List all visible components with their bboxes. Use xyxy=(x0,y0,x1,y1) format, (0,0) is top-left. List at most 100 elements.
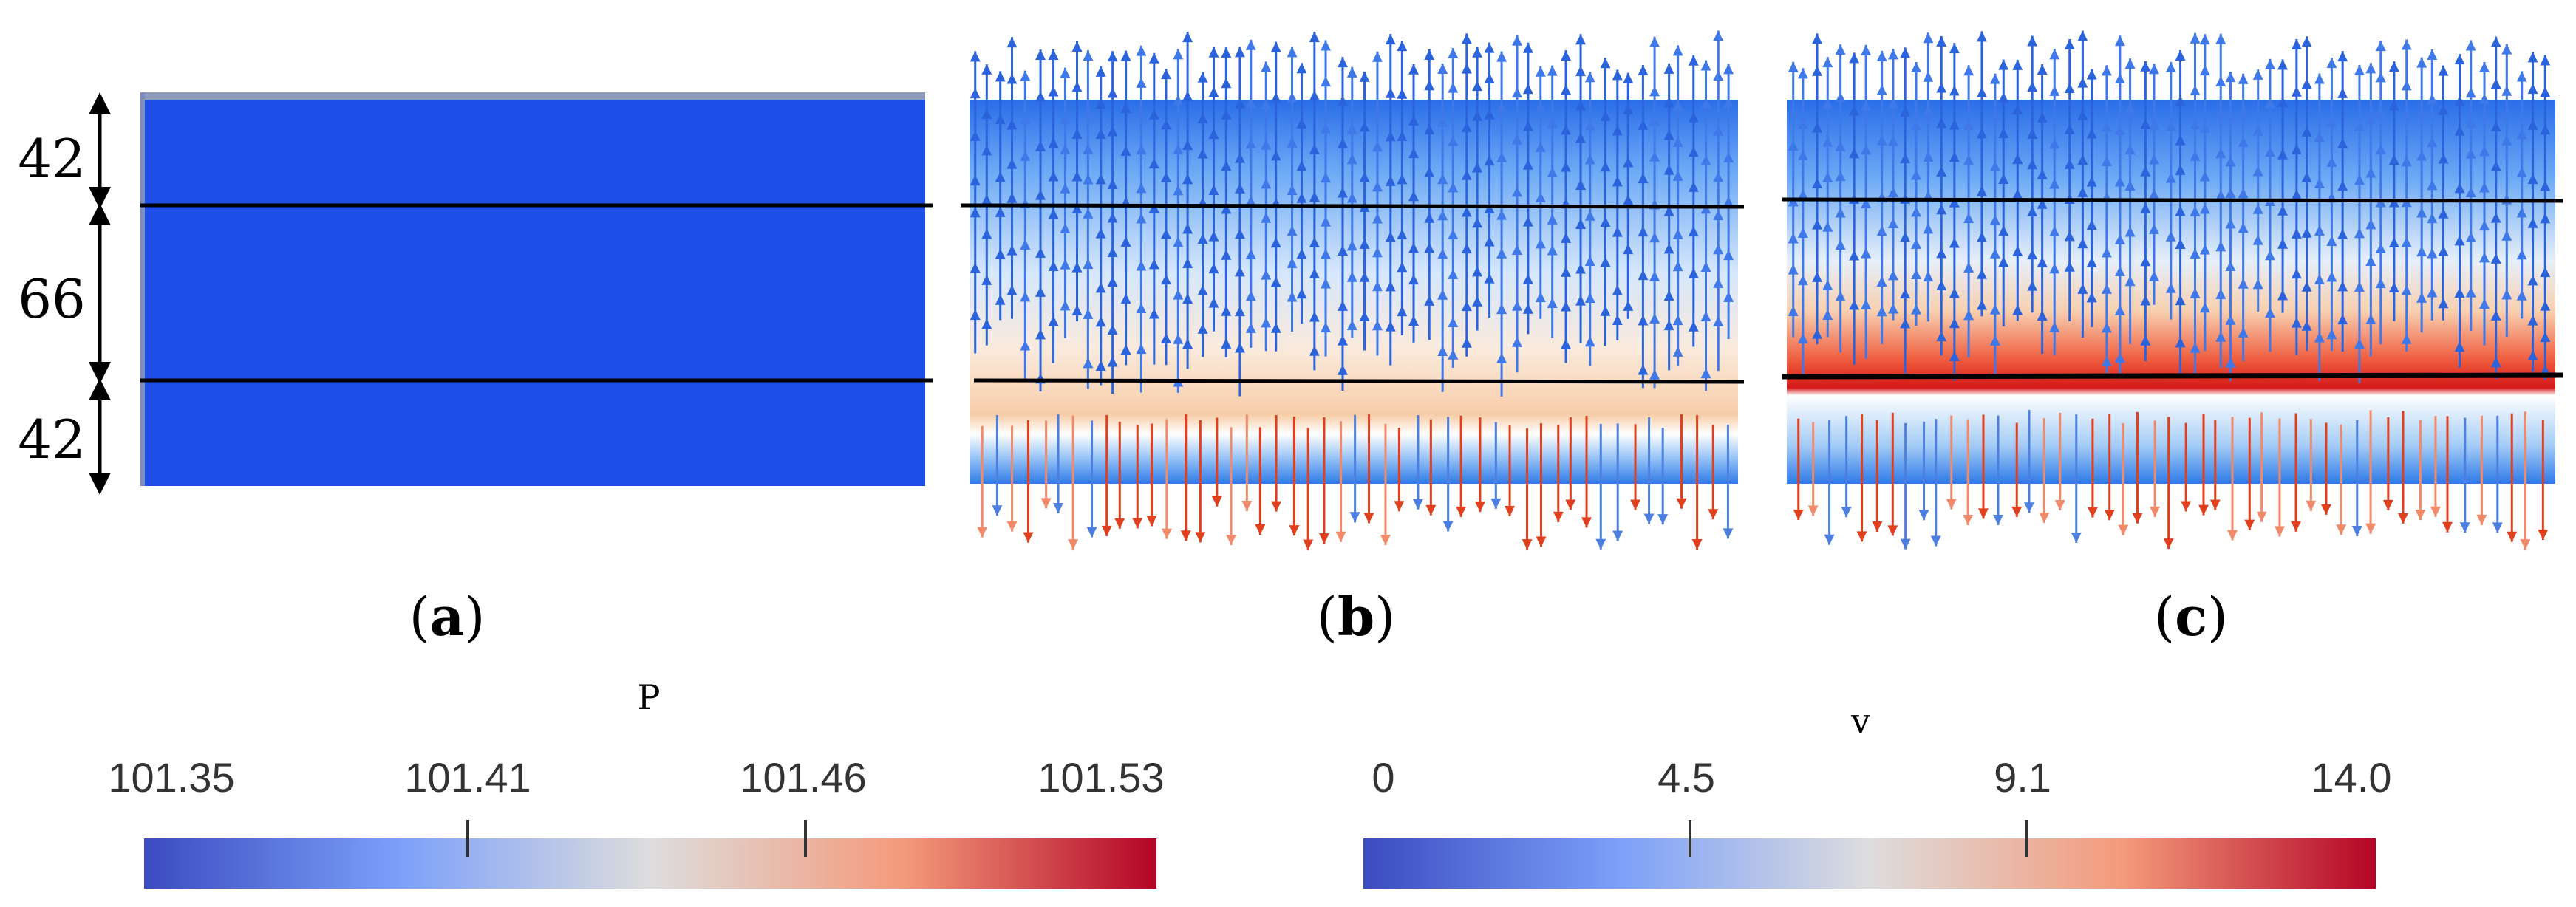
velocity-arrowhead xyxy=(981,228,992,239)
velocity-arrowhead xyxy=(1346,154,1357,165)
velocity-arrowhead xyxy=(1822,279,1833,290)
velocity-arrowhead xyxy=(1788,264,1799,275)
velocity-arrowhead xyxy=(2277,205,2289,216)
velocity-arrowhead xyxy=(1296,160,1307,171)
velocity-arrowhead xyxy=(1035,247,1046,258)
velocity-arrowhead xyxy=(1600,58,1611,69)
velocity-arrowhead xyxy=(2415,510,2426,521)
velocity-arrowhead xyxy=(1512,35,1523,46)
velocity-arrowhead xyxy=(1270,322,1281,333)
velocity-arrowhead xyxy=(1688,321,1699,332)
velocity-arrowhead xyxy=(995,71,1006,82)
panel-a: 42 66 42 xyxy=(18,92,933,495)
velocity-arrowhead xyxy=(2256,511,2267,522)
velocity-arrowhead xyxy=(1136,45,1147,56)
velocity-arrowhead xyxy=(2388,154,2399,165)
velocity-arrowhead xyxy=(1812,271,1823,282)
velocity-arrowhead xyxy=(1270,150,1281,161)
velocity-arrowhead xyxy=(1424,212,1435,223)
velocity-arrowhead xyxy=(2336,524,2347,535)
velocity-arrowhead xyxy=(1522,83,1533,95)
velocity-arrowhead xyxy=(1448,135,1459,146)
velocity-arrowhead xyxy=(1020,340,1031,351)
velocity-arrowhead xyxy=(1287,47,1298,58)
velocity-arrowhead xyxy=(1623,157,1634,168)
velocity-arrowhead xyxy=(1120,293,1131,304)
velocity-arrowhead xyxy=(1849,299,1860,310)
velocity-arrowhead xyxy=(1197,113,1208,124)
velocity-arrowhead xyxy=(1575,100,1587,111)
velocity-arrowhead xyxy=(1006,158,1018,169)
velocity-arrowhead xyxy=(2416,207,2427,218)
velocity-arrowhead xyxy=(2124,103,2136,114)
velocity-arrowhead xyxy=(1835,140,1846,151)
velocity-arrowhead xyxy=(2326,235,2337,246)
velocity-arrowhead xyxy=(1146,516,1157,527)
velocity-arrowhead xyxy=(2149,154,2160,165)
velocity-arrowhead xyxy=(2225,314,2236,325)
velocity-arrowhead xyxy=(2049,263,2060,274)
velocity-arrowhead xyxy=(2501,134,2512,146)
velocity-arrowhead xyxy=(2365,523,2376,534)
velocity-arrowhead xyxy=(2540,124,2551,135)
velocity-arrowhead xyxy=(1296,117,1307,129)
velocity-arrowhead xyxy=(1989,73,2000,84)
velocity-arrowhead xyxy=(1812,219,1823,230)
velocity-arrowhead xyxy=(1900,47,1911,58)
velocity-arrowhead xyxy=(1835,290,1846,301)
velocity-arrowhead xyxy=(1372,51,1383,62)
velocity-arrowhead xyxy=(2501,44,2512,55)
velocity-arrowhead xyxy=(2190,85,2201,96)
velocity-arrowhead xyxy=(1160,171,1171,182)
velocity-arrowhead xyxy=(1408,242,1420,253)
velocity-arrowhead xyxy=(2175,337,2186,348)
panel-label-b: (b) xyxy=(1317,585,1396,648)
colorbar-velocity-tick-label-1: 0 xyxy=(1372,754,1394,801)
velocity-arrowhead xyxy=(1900,106,1911,117)
velocity-arrowhead xyxy=(2382,499,2393,510)
velocity-arrowhead xyxy=(1649,312,1660,324)
velocity-arrowhead xyxy=(1612,125,1623,136)
velocity-arrowhead xyxy=(1496,101,1507,112)
velocity-arrowhead xyxy=(2175,205,2186,216)
velocity-arrowhead xyxy=(1234,47,1245,58)
velocity-arrowhead xyxy=(2027,81,2038,92)
velocity-arrowhead xyxy=(2490,36,2501,47)
velocity-arrowhead xyxy=(1807,505,1819,516)
velocity-arrowhead xyxy=(1522,273,1533,284)
velocity-arrowhead xyxy=(2149,188,2160,199)
velocity-arrowhead xyxy=(2314,332,2325,343)
velocity-arrowhead xyxy=(1672,100,1683,112)
velocity-arrowhead xyxy=(1484,72,1495,83)
velocity-arrowhead xyxy=(1584,256,1595,267)
velocity-arrowhead xyxy=(2252,278,2263,290)
velocity-arrowhead xyxy=(1148,109,1159,120)
velocity-arrowhead xyxy=(2540,55,2551,66)
velocity-arrowhead xyxy=(1372,320,1383,331)
velocity-arrowhead xyxy=(1688,226,1699,237)
velocity-arrowhead xyxy=(1321,123,1332,134)
velocity-arrowhead xyxy=(2037,309,2048,321)
velocity-arrowhead xyxy=(2165,120,2176,131)
velocity-arrowhead xyxy=(2527,119,2538,130)
velocity-arrowhead xyxy=(1989,247,2000,259)
velocity-arrowhead xyxy=(2077,30,2088,41)
velocity-arrowhead xyxy=(2337,87,2348,98)
velocity-arrowhead xyxy=(1060,67,1071,78)
velocity-arrowhead xyxy=(1876,225,1887,236)
velocity-arrowhead xyxy=(1547,297,1558,308)
velocity-arrowhead xyxy=(1006,244,1018,256)
velocity-arrowhead xyxy=(1822,136,1833,147)
velocity-arrowhead xyxy=(1472,81,1483,92)
velocity-arrowhead xyxy=(1612,226,1623,237)
velocity-arrowhead xyxy=(1657,514,1669,525)
velocity-arrowhead xyxy=(1713,210,1724,221)
velocity-arrowhead xyxy=(1048,315,1059,326)
velocity-arrowhead xyxy=(1040,498,1052,509)
velocity-arrowhead xyxy=(2077,154,2088,165)
velocity-arrowhead xyxy=(1461,206,1472,217)
velocity-arrowhead xyxy=(1822,57,1833,68)
velocity-arrowhead xyxy=(1522,159,1533,170)
velocity-arrowhead xyxy=(1561,301,1572,312)
velocity-arrowhead xyxy=(2012,59,2023,70)
